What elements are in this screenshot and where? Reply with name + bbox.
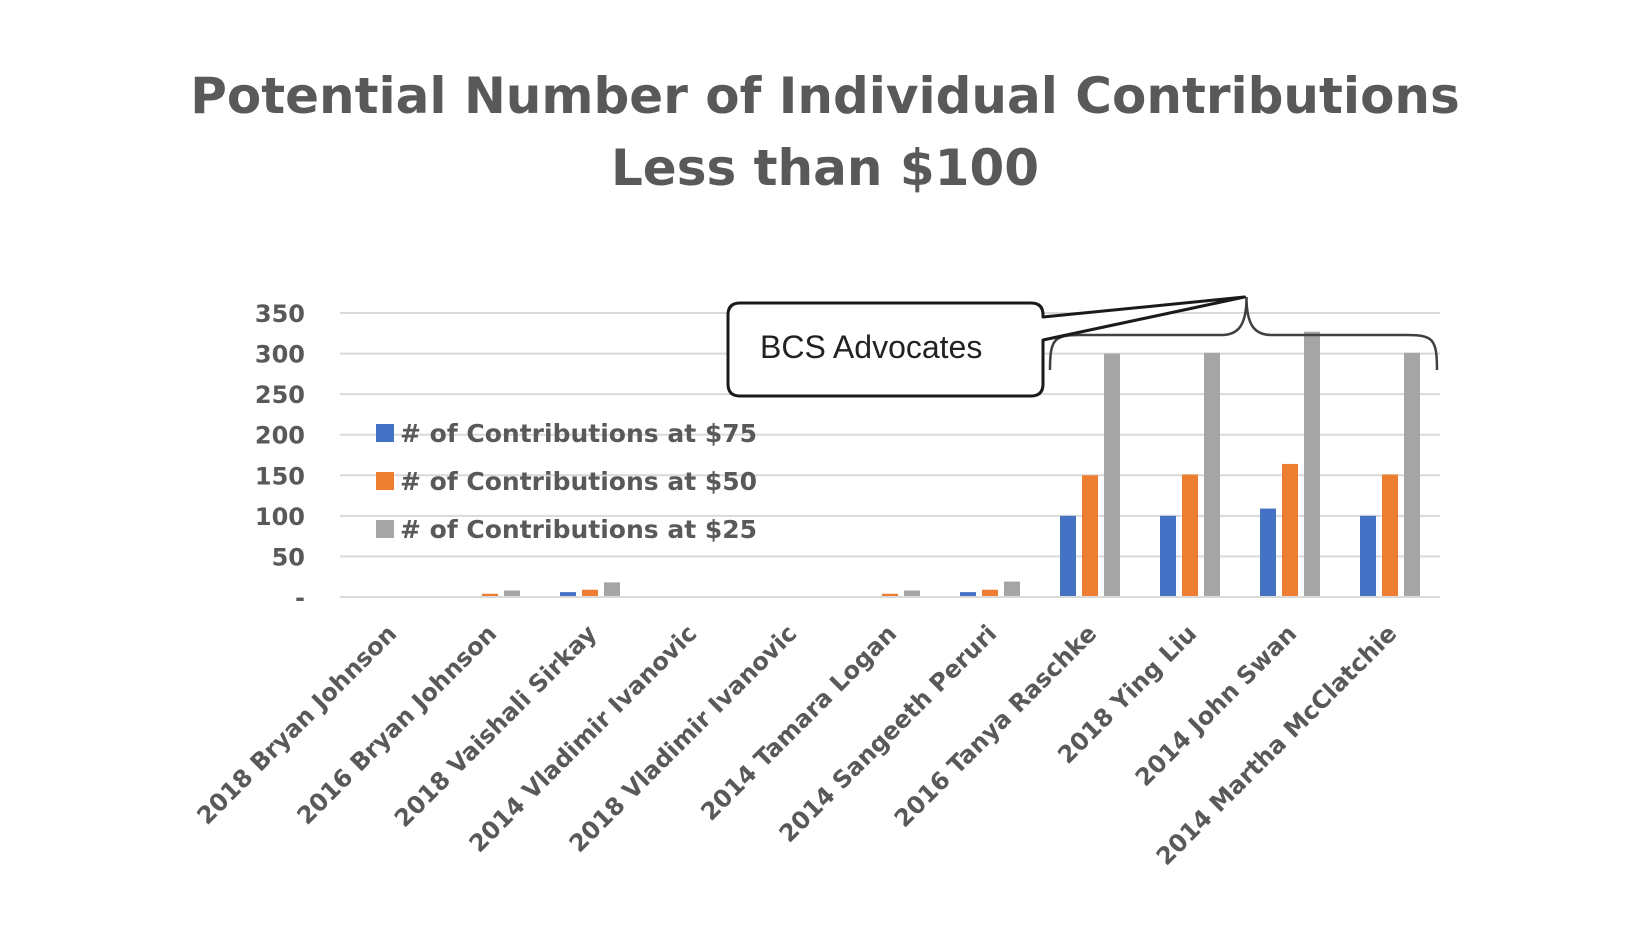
bar <box>604 582 620 597</box>
y-tick-label: 100 <box>255 503 305 531</box>
y-tick-label: 150 <box>255 462 305 490</box>
legend-label: # of Contributions at $25 <box>400 515 757 544</box>
annotation-callout: BCS Advocates <box>726 295 1439 398</box>
bar <box>1360 515 1376 597</box>
chart-title-line-1: Potential Number of Individual Contribut… <box>190 67 1460 125</box>
x-category-label: 2018 Bryan Johnson <box>192 619 403 830</box>
bar <box>1304 331 1320 597</box>
annotation-text: BCS Advocates <box>760 329 982 365</box>
y-axis-tick-labels: - 50 100 150 200 250 300 350 <box>255 300 305 612</box>
bar-group <box>1360 352 1420 597</box>
y-tick-label: 300 <box>255 341 305 369</box>
legend-item: # of Contributions at $50 <box>376 467 757 496</box>
bar <box>904 590 920 597</box>
x-category-label: 2018 Vaishali Sirkay <box>389 619 603 833</box>
legend-swatch <box>376 472 394 490</box>
annotation-bubble: BCS Advocates <box>726 295 1246 398</box>
bar <box>1060 515 1076 597</box>
bar-group <box>1260 331 1320 597</box>
bar-group <box>1160 352 1220 597</box>
y-tick-label: 250 <box>255 381 305 409</box>
bar <box>1082 475 1098 597</box>
legend-item: # of Contributions at $75 <box>376 419 757 448</box>
bar <box>1260 508 1276 597</box>
bar <box>504 590 520 597</box>
bar-group <box>1060 353 1120 597</box>
y-tick-label: 50 <box>272 543 305 571</box>
y-tick-label: 200 <box>255 422 305 450</box>
bar-group <box>560 582 620 597</box>
x-category-label: 2016 Tanya Raschke <box>889 619 1102 832</box>
bar <box>1182 474 1198 597</box>
bar <box>1160 515 1176 597</box>
bar <box>1282 463 1298 597</box>
bar <box>482 593 498 597</box>
legend-item: # of Contributions at $25 <box>376 515 757 544</box>
bar <box>960 592 976 597</box>
legend-label: # of Contributions at $75 <box>400 419 757 448</box>
legend-label: # of Contributions at $50 <box>400 467 757 496</box>
chart-title-line-2: Less than $100 <box>610 139 1040 197</box>
x-category-label: 2014 Tamara Logan <box>695 619 902 826</box>
legend: # of Contributions at $75 # of Contributi… <box>376 419 757 544</box>
bar <box>560 592 576 597</box>
legend-swatch <box>376 520 394 538</box>
bar <box>1104 353 1120 597</box>
bar <box>1404 352 1420 597</box>
y-tick-label: - <box>295 584 305 612</box>
bar-group <box>960 581 1020 597</box>
annotation-bubble-shape <box>726 295 1246 398</box>
chart-title: Potential Number of Individual Contribut… <box>0 60 1650 204</box>
x-category-label: 2016 Bryan Johnson <box>292 619 503 830</box>
bar <box>1004 581 1020 597</box>
bar <box>1204 352 1220 597</box>
bar <box>582 589 598 597</box>
bar <box>882 593 898 597</box>
y-tick-label: 350 <box>255 300 305 328</box>
bars <box>460 331 1420 597</box>
legend-swatch <box>376 424 394 442</box>
bar <box>982 589 998 597</box>
bar <box>1382 474 1398 597</box>
